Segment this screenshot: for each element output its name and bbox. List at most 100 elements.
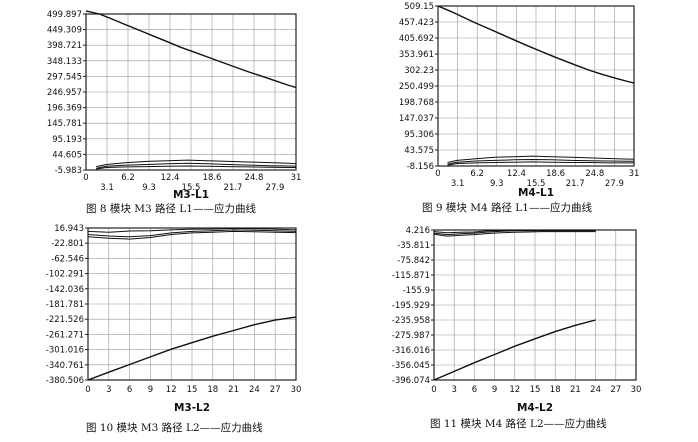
y-tick-label: -221.526 [46,315,84,325]
y-tick-label: 196.369 [47,104,82,114]
y-tick-label: -340.761 [46,361,84,371]
x-tick-label: 9 [492,385,497,395]
y-tick-label: 4.216 [406,226,430,236]
y-tick-label: -62.546 [51,254,84,264]
y-tick-label: 449.309 [47,26,82,36]
series-line-3 [87,229,297,238]
x-tick-label: 15.5 [182,183,201,193]
y-tick-label: 198.768 [399,98,434,108]
y-tick-label: -261.271 [46,330,84,340]
x-tick-label: 27.9 [266,183,285,193]
chart-m4-l2: 4.216 -35.811 -75.842 -115.871 -155.9 -195.92… [392,226,642,430]
figure-8: 499.897 449.309 398.721 348.133 297.545 246.9… [0,0,350,220]
x-tick-label: 21.7 [224,183,243,193]
figure-10: 16.943 -22.801 -62.546 -102.291 -142.036 -181… [0,220,350,442]
x-tick-label: 27.9 [605,179,624,189]
y-tick-label: -275.987 [392,331,430,341]
y-tick-label: 44.605 [52,150,82,160]
y-tick-label: -102.291 [46,270,84,280]
series-line-2 [433,229,596,234]
chart-m4-l1: 509.15 457.423 405.692 353.961 302.23 250.499… [399,2,640,214]
y-tick-label: -155.9 [403,286,430,296]
x-tick-label: 30 [291,385,302,395]
y-tick-label: -5.983 [55,166,82,176]
x-tick-label: 12 [166,385,177,395]
y-tick-label: 499.897 [47,10,82,20]
y-tick-label: 398.721 [47,41,82,51]
x-tick-label: 15.5 [527,179,546,189]
y-tick-label: -8.156 [407,162,434,172]
x-tick-label: 6 [127,385,132,395]
x-tick-label: 24 [590,385,601,395]
y-tick-label: -235.958 [392,316,430,326]
figure-9: 509.15 457.423 405.692 353.961 302.23 250.499… [350,0,698,220]
y-tick-label: -356.045 [392,361,430,371]
y-tick-label: -115.871 [392,271,430,281]
series-line-2 [96,159,297,168]
x-tick-label: 9.3 [490,179,504,189]
y-tick-label: 147.037 [399,114,434,124]
x-tick-label: 21 [570,385,581,395]
y-tick-label: -142.036 [46,285,84,295]
x-tick-label: 6.2 [121,173,135,183]
y-tick-label: 250.499 [399,82,434,92]
series-line-4 [433,231,596,237]
y-tick-label: 302.23 [404,66,434,76]
x-tick-label: 9.3 [142,183,156,193]
series-line-1 [87,316,297,381]
x-tick-label: 27 [610,385,621,395]
x-tick-label: 15 [530,385,541,395]
y-tick-label: -316.016 [392,346,430,356]
series-line-4 [96,165,296,170]
series-line-1 [437,5,635,84]
series-line-4 [447,161,634,166]
x-tick-label: 18 [207,385,218,395]
y-tick-label: 405.692 [399,34,434,44]
series-line-4 [87,230,297,240]
y-tick-label: -396.074 [392,376,430,386]
y-tick-label: -75.842 [397,256,430,266]
y-tick-label: -380.506 [46,376,84,386]
x-tick-label: 18 [550,385,561,395]
x-tick-label: 0 [431,385,436,395]
figure-caption: 图 8 模块 M3 路径 L1——应力曲线 [86,202,256,215]
series-line-1 [433,319,596,381]
y-tick-label: 43.575 [404,146,434,156]
y-tick-label: -195.929 [392,301,430,311]
x-tick-label: 3.1 [100,183,114,193]
y-tick-label: 297.545 [47,72,82,82]
y-tick-label: -181.781 [46,300,84,310]
x-tick-label: 24 [249,385,260,395]
series-line-3 [433,230,596,236]
y-tick-label: 145.781 [47,119,82,129]
y-tick-label: -22.801 [51,239,84,249]
y-tick-label: 353.961 [399,50,434,60]
x-tick-label: 3.1 [451,179,465,189]
chart-name-label: M3-L1 [173,189,209,201]
x-tick-label: 0 [83,173,88,183]
y-tick-label: 246.957 [47,88,82,98]
y-tick-label: 457.423 [399,18,434,28]
y-tick-label: 95.306 [404,130,434,140]
figure-caption: 图 9 模块 M4 路径 L1——应力曲线 [422,201,592,214]
series-line-3 [96,162,297,169]
x-tick-label: 3 [106,385,111,395]
x-tick-label: 0 [85,385,90,395]
chart-name-label: M4-L2 [517,402,553,414]
x-tick-label: 21 [228,385,239,395]
x-tick-label: 6.2 [470,169,484,179]
series-line-2 [447,155,634,163]
chart-m3-l1: 499.897 449.309 398.721 348.133 297.545 246.9… [47,10,302,215]
x-tick-label: 18.6 [546,169,565,179]
x-tick-label: 31 [291,173,302,183]
x-tick-label: 31 [629,169,640,179]
x-tick-label: 24.8 [585,169,604,179]
x-tick-label: 6 [472,385,477,395]
chart-name-label: M3-L2 [174,402,210,414]
chart-name-label: M4-L1 [518,187,554,199]
chart-m3-l2: 16.943 -22.801 -62.546 -102.291 -142.036 -181… [46,224,302,434]
x-tick-label: 3 [451,385,456,395]
y-tick-label: -301.016 [46,346,84,356]
x-tick-label: 18.6 [203,173,222,183]
x-tick-label: 21.7 [566,179,585,189]
